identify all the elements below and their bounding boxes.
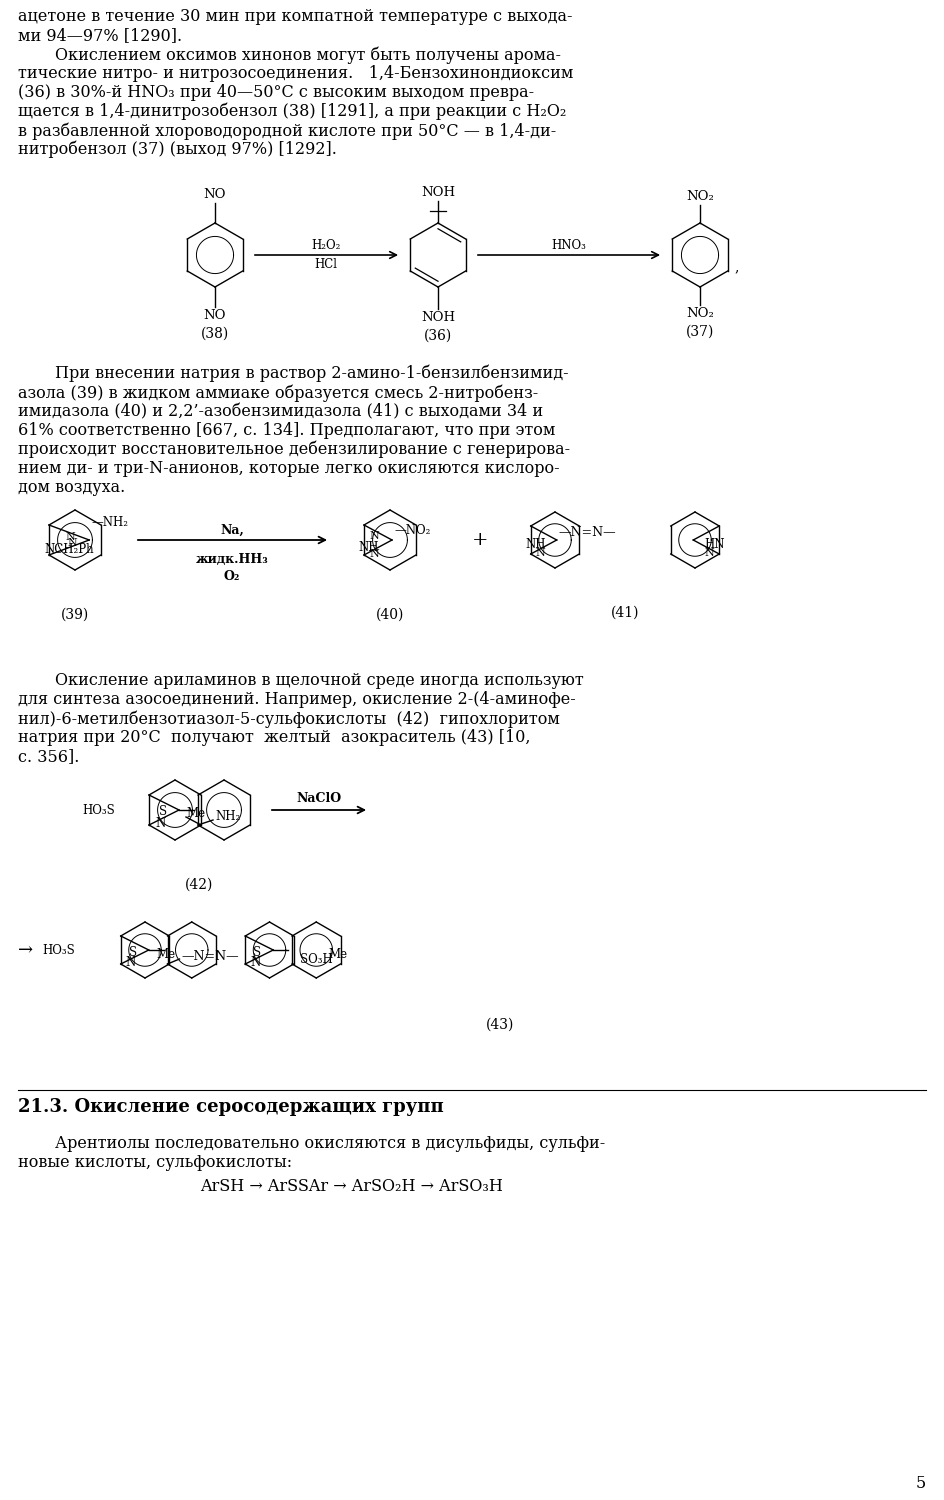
Text: жидк.НН₃: жидк.НН₃ [195,554,268,566]
Text: N: N [126,956,136,969]
Text: HN: HN [704,538,724,550]
Text: (36) в 30%-й HNO₃ при 40—50°C с высоким выходом превра-: (36) в 30%-й HNO₃ при 40—50°C с высоким … [18,84,534,100]
Text: в разбавленной хлороводородной кислоте при 50°C — в 1,4-ди-: в разбавленной хлороводородной кислоте п… [18,122,556,140]
Text: NOH: NOH [421,186,455,200]
Text: Окисление ариламинов в щелочной среде иногда используют: Окисление ариламинов в щелочной среде ин… [55,672,583,688]
Text: NO: NO [204,309,227,322]
Text: 5: 5 [916,1474,926,1492]
Text: NO: NO [204,188,227,201]
Text: NO₂: NO₂ [686,190,714,202]
Text: →: → [18,940,33,958]
Text: с. 356].: с. 356]. [18,748,79,765]
Text: H₂O₂: H₂O₂ [312,238,341,252]
Text: S: S [159,806,167,818]
Text: NH: NH [526,538,546,550]
Text: Me: Me [186,807,206,820]
Text: NOH: NOH [421,310,455,324]
Text: HNO₃: HNO₃ [551,238,586,252]
Text: N: N [67,537,77,548]
Text: (39): (39) [60,608,89,622]
Text: N: N [536,548,546,558]
Text: Me: Me [157,948,176,962]
Text: NH: NH [359,542,379,554]
Text: +: + [472,531,488,549]
Text: —N=N—: —N=N— [559,525,616,538]
Text: дом воздуха.: дом воздуха. [18,478,126,496]
Text: O₂: O₂ [224,570,240,584]
Text: NH₂: NH₂ [215,810,241,824]
Text: 21.3. Окисление серосодержащих групп: 21.3. Окисление серосодержащих групп [18,1098,444,1116]
Text: HO₃S: HO₃S [82,804,115,816]
Text: Окислением оксимов хинонов могут быть получены арома-: Окислением оксимов хинонов могут быть по… [55,46,561,63]
Text: N: N [65,532,75,543]
Text: N: N [369,531,379,542]
Text: —NO₂: —NO₂ [394,524,430,537]
Text: щается в 1,4-динитрозобензол (38) [1291], а при реакции с H₂O₂: щается в 1,4-динитрозобензол (38) [1291]… [18,104,566,120]
Text: HCl: HCl [314,258,338,272]
Text: N: N [704,548,714,558]
Text: (43): (43) [486,1019,514,1032]
Text: (41): (41) [611,606,639,619]
Text: новые кислоты, сульфокислоты:: новые кислоты, сульфокислоты: [18,1154,292,1172]
Text: N: N [369,549,379,560]
Text: N: N [250,956,261,969]
Text: (37): (37) [685,326,715,339]
Text: —NH₂: —NH₂ [92,516,128,528]
Text: При внесении натрия в раствор 2-амино-1-бензилбензимид-: При внесении натрия в раствор 2-амино-1-… [55,364,568,382]
Text: —N=N—: —N=N— [181,950,239,963]
Text: HO₃S: HO₃S [42,944,75,957]
Text: NO₂: NO₂ [686,308,714,320]
Text: нитробензол (37) (выход 97%) [1292].: нитробензол (37) (выход 97%) [1292]. [18,141,337,159]
Text: азола (39) в жидком аммиаке образуется смесь 2-нитробенз-: азола (39) в жидком аммиаке образуется с… [18,384,538,402]
Text: NCH₂Ph: NCH₂Ph [44,543,93,556]
Text: 61% соответственно [667, с. 134]. Предполагают, что при этом: 61% соответственно [667, с. 134]. Предпо… [18,422,555,440]
Text: для синтеза азосоединений. Например, окисление 2-(4-аминофе-: для синтеза азосоединений. Например, оки… [18,692,576,708]
Text: S: S [253,946,261,958]
Text: ,: , [734,260,738,274]
Text: Na,: Na, [220,524,244,537]
Text: (42): (42) [185,878,213,892]
Text: SO₃H: SO₃H [300,952,332,966]
Text: S: S [128,946,137,958]
Text: NaClO: NaClO [296,792,342,806]
Text: тические нитро- и нитрозосоединения.   1,4-Бензохинондиоксим: тические нитро- и нитрозосоединения. 1,4… [18,64,573,82]
Text: N: N [156,818,166,830]
Text: натрия при 20°C  получают  желтый  азокраситель (43) [10,: натрия при 20°C получают желтый азокраси… [18,729,531,746]
Text: имидазола (40) и 2,2’-азобензимидазола (41) с выходами 34 и: имидазола (40) и 2,2’-азобензимидазола (… [18,404,543,420]
Text: нием ди- и три-Ν-анионов, которые легко окисляются кислоро-: нием ди- и три-Ν-анионов, которые легко … [18,460,560,477]
Text: происходит восстановительное дебензилирование с генерирова-: происходит восстановительное дебензилиро… [18,441,570,459]
Text: Арентиолы последовательно окисляются в дисульфиды, сульфи-: Арентиолы последовательно окисляются в д… [55,1136,605,1152]
Text: Me: Me [328,948,347,962]
Text: ми 94—97% [1290].: ми 94—97% [1290]. [18,27,182,44]
Text: (40): (40) [376,608,404,622]
Text: ацетоне в течение 30 мин при компатной температуре с выхода-: ацетоне в течение 30 мин при компатной т… [18,8,572,26]
Text: (38): (38) [201,327,229,340]
Text: (36): (36) [424,328,452,344]
Text: ArSH → ArSSAr → ArSO₂H → ArSO₃H: ArSH → ArSSAr → ArSO₂H → ArSO₃H [200,1178,503,1196]
Text: нил)-6-метилбензотиазол-5-сульфокислоты  (42)  гипохлоритом: нил)-6-метилбензотиазол-5-сульфокислоты … [18,710,560,728]
